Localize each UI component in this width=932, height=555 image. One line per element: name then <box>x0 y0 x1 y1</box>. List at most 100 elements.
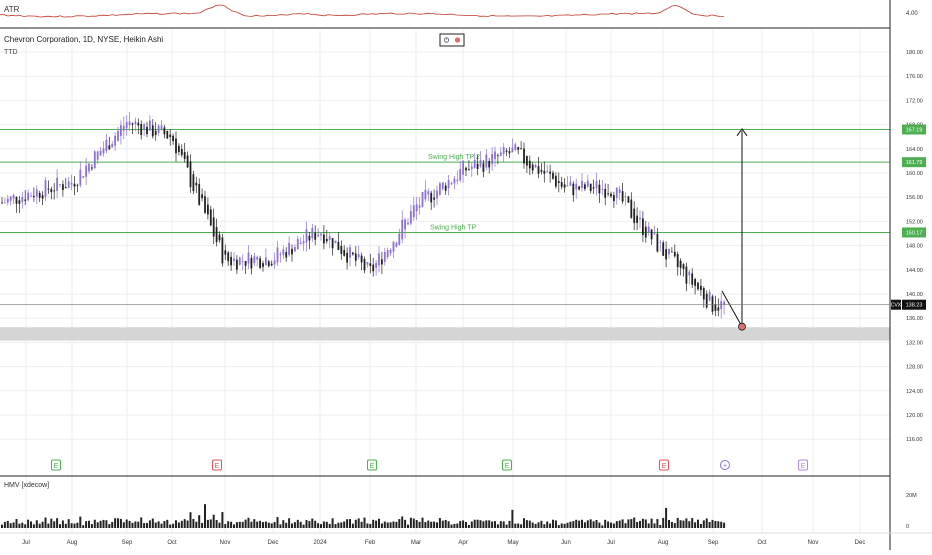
candle-body <box>502 146 505 154</box>
candle-body <box>117 130 119 141</box>
earnings-marker-letter: E <box>662 463 667 470</box>
volume-bar <box>337 522 340 528</box>
candle-body <box>424 189 427 200</box>
volume-bar <box>436 522 438 528</box>
candle-body <box>711 296 714 312</box>
volume-bar <box>705 518 708 528</box>
volume-bar <box>482 521 485 528</box>
volume-bar <box>723 522 726 528</box>
dividend-marker[interactable] <box>720 460 730 470</box>
volume-bar <box>192 518 195 528</box>
candle-body <box>317 234 319 237</box>
candle-body <box>497 155 499 157</box>
time-tick: Nov <box>808 540 819 546</box>
volume-bar <box>212 514 215 528</box>
last-price-text: 138.23 <box>906 303 923 309</box>
volume-bar <box>433 521 436 528</box>
candle-body <box>288 242 290 255</box>
volume-bar <box>114 518 117 528</box>
candle-body <box>563 184 566 188</box>
candle-body <box>27 192 29 201</box>
volume-bar <box>508 520 511 528</box>
price-tick: 160.00 <box>906 171 923 177</box>
candle-body <box>253 256 256 264</box>
earnings-marker[interactable] <box>212 459 222 471</box>
volume-bar <box>473 519 476 528</box>
volume-bar <box>209 519 212 528</box>
candle-body <box>259 258 261 268</box>
volume-bar <box>633 517 636 528</box>
candle-body <box>236 259 238 270</box>
volume-tick: 20M <box>906 493 917 499</box>
candle-body <box>697 282 699 290</box>
price-tick: 164.00 <box>906 147 923 153</box>
candle-body <box>717 307 720 311</box>
target-arrow[interactable] <box>721 127 748 331</box>
candle-body <box>528 160 531 169</box>
time-tick: Sep <box>122 540 133 546</box>
candle-body <box>183 152 186 159</box>
candle-body <box>160 125 163 130</box>
candle-body <box>85 165 87 177</box>
volume-bar <box>711 519 714 528</box>
candle-body <box>56 177 58 191</box>
candle-body <box>4 202 6 204</box>
volume-bar <box>505 524 508 528</box>
time-axis[interactable]: Jul Aug Sep Oct Nov Dec 2024 Feb Mar Apr May Jun Jul… <box>22 540 865 546</box>
candle-body <box>499 152 502 156</box>
volume-bar <box>682 520 685 528</box>
candle-body <box>50 189 53 193</box>
earnings-marker-letter: E <box>505 463 510 470</box>
earnings-marker[interactable] <box>367 459 377 471</box>
volume-bar <box>630 519 633 528</box>
candle-body <box>172 135 174 142</box>
candle-body <box>630 199 633 218</box>
candle-body <box>149 120 151 131</box>
candle-body <box>340 245 343 254</box>
volume-label: HMV [xdecow] <box>4 482 49 489</box>
candle-body <box>656 233 659 252</box>
candle-body <box>470 166 473 170</box>
volume-bar <box>221 512 224 528</box>
volume-bar <box>708 522 711 528</box>
earnings-marker[interactable] <box>659 459 669 471</box>
earnings-marker[interactable] <box>51 459 61 471</box>
price-tick: 128.00 <box>906 365 923 371</box>
volume-bar <box>119 518 122 528</box>
flag-icon[interactable] <box>454 37 461 43</box>
volume-bar <box>450 524 453 528</box>
volume-bar <box>583 522 586 528</box>
volume-bar <box>279 524 282 528</box>
volume-bar <box>64 523 67 528</box>
volume-bar <box>685 518 688 528</box>
volume-bar <box>76 522 79 528</box>
candle-body <box>673 251 676 257</box>
arrow-anchor[interactable] <box>738 322 746 331</box>
volume-bar <box>67 519 70 528</box>
volume-bar <box>375 520 378 528</box>
volume-bar <box>264 521 267 528</box>
volume-bar <box>499 521 502 528</box>
candle-body <box>441 182 444 189</box>
volume-bar <box>24 524 27 528</box>
volume-bar <box>546 521 549 528</box>
last-price-badge <box>902 299 926 310</box>
volume-bar <box>160 523 163 528</box>
candle-body <box>410 211 412 224</box>
candle-body <box>615 187 618 199</box>
candle-body <box>296 238 299 250</box>
candle-body <box>366 261 369 265</box>
clock-icon[interactable] <box>443 37 450 43</box>
earnings-marker[interactable] <box>798 459 808 471</box>
symbol-badge <box>891 299 901 310</box>
earnings-marker[interactable] <box>502 459 512 471</box>
candle-body <box>668 249 670 255</box>
price-axis[interactable]: 180.00176.00172.00168.00164.00160.00156.… <box>906 50 923 443</box>
volume-bar <box>502 521 505 528</box>
price-tick: 136.00 <box>906 316 923 322</box>
volume-bar <box>383 521 386 528</box>
volume-bar <box>676 517 679 528</box>
candle-body <box>691 273 694 285</box>
time-tick: Dec <box>855 540 866 546</box>
